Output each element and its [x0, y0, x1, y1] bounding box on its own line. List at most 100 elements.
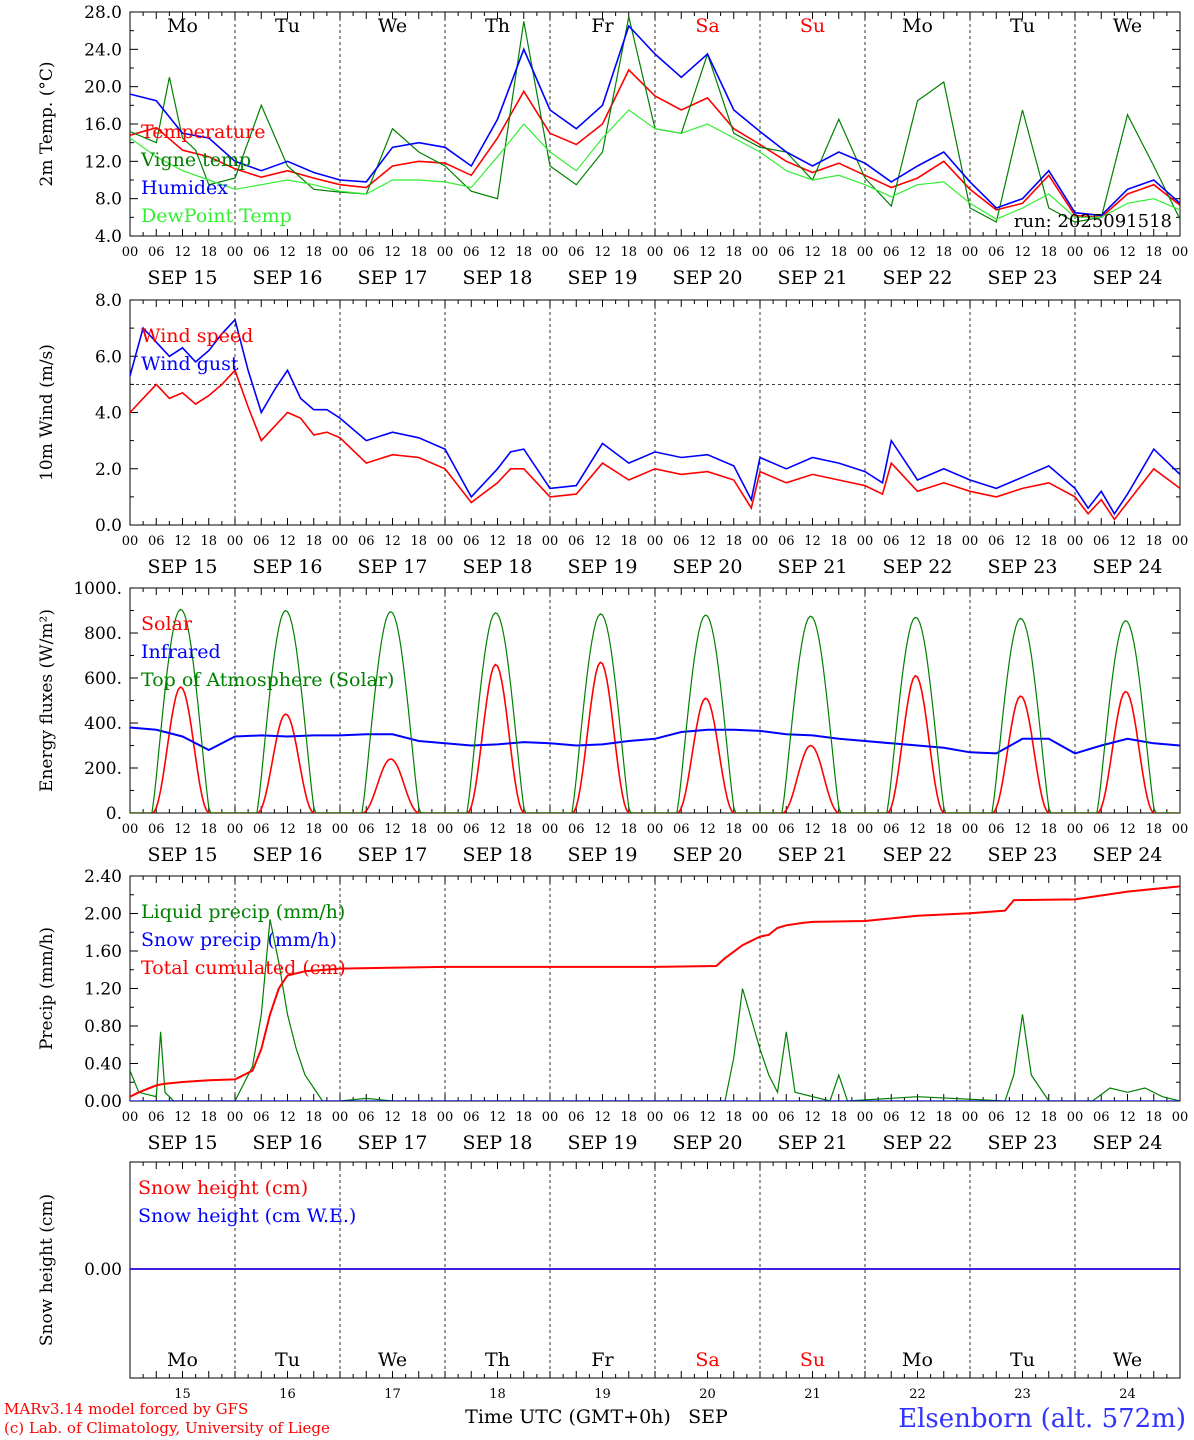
day-name-label: Th — [485, 1349, 510, 1371]
hour-label: 00 — [437, 245, 454, 260]
hour-label: 18 — [620, 245, 637, 260]
hour-label: 00 — [1067, 534, 1084, 549]
hour-label: 12 — [594, 1110, 611, 1125]
y-tick-label: 800. — [84, 624, 122, 644]
hour-label: 12 — [279, 822, 296, 837]
date-label: SEP 17 — [358, 267, 428, 289]
day-name-label: Mo — [167, 1349, 198, 1371]
hour-label: 00 — [542, 534, 559, 549]
date-label: SEP 21 — [778, 556, 848, 578]
date-label: SEP 17 — [358, 556, 428, 578]
hour-label: 06 — [148, 1110, 165, 1125]
day-number-label: 24 — [1119, 1387, 1136, 1402]
hour-label: 18 — [1040, 534, 1057, 549]
series-line-top-of-atmosphere-solar- — [130, 608, 1180, 813]
hour-label: 12 — [1014, 534, 1031, 549]
date-label: SEP 16 — [253, 267, 323, 289]
hour-label: 06 — [1093, 822, 1110, 837]
hour-label: 12 — [489, 245, 506, 260]
date-label: SEP 15 — [148, 556, 218, 578]
hour-label: 06 — [253, 534, 270, 549]
hour-label: 00 — [122, 245, 139, 260]
hour-label: 06 — [463, 1110, 480, 1125]
hour-label: 12 — [279, 245, 296, 260]
y-tick-label: 2.00 — [84, 905, 122, 925]
model-credit: MARv3.14 model forced by GFS — [4, 1400, 249, 1418]
legend-entry: Infrared — [141, 641, 221, 663]
hour-label: 00 — [437, 822, 454, 837]
date-label: SEP 16 — [253, 556, 323, 578]
legend-entry: Total cumulated (cm) — [141, 957, 346, 979]
series-group — [130, 608, 1180, 813]
date-label: SEP 20 — [673, 1132, 743, 1154]
hour-label: 00 — [647, 822, 664, 837]
hour-label: 18 — [515, 245, 532, 260]
y-tick-label: 8.0 — [95, 291, 122, 311]
y-tick-label: 0.40 — [84, 1055, 122, 1075]
hour-label: 18 — [620, 1110, 637, 1125]
y-tick-label: 6.0 — [95, 347, 122, 367]
day-number-label: 20 — [699, 1387, 716, 1402]
month-label: SEP — [688, 1406, 728, 1428]
y-tick-label: 16.0 — [84, 115, 122, 135]
legend-entry: Wind speed — [141, 325, 253, 347]
y-axis-label: 10m Wind (m/s) — [37, 344, 57, 481]
date-label: SEP 19 — [568, 556, 638, 578]
y-tick-label: 0.80 — [84, 1017, 122, 1037]
hour-label: 06 — [358, 822, 375, 837]
day-number-label: 22 — [909, 1387, 926, 1402]
hour-label: 00 — [752, 1110, 769, 1125]
hour-label: 06 — [463, 534, 480, 549]
x-axis-label: Time UTC (GMT+0h) — [465, 1406, 671, 1428]
date-label: SEP 23 — [988, 267, 1058, 289]
hour-label: 12 — [489, 1110, 506, 1125]
hour-label: 06 — [148, 822, 165, 837]
y-tick-label: 0.0 — [95, 516, 122, 536]
hour-label: 06 — [148, 534, 165, 549]
hour-label: 18 — [410, 822, 427, 837]
hour-label: 18 — [1040, 822, 1057, 837]
day-name-label: Mo — [902, 15, 933, 37]
hour-label: 06 — [988, 534, 1005, 549]
hour-label: 06 — [253, 245, 270, 260]
day-name-label: Th — [485, 15, 510, 37]
hour-label: 12 — [1014, 822, 1031, 837]
date-label: SEP 21 — [778, 267, 848, 289]
day-number-label: 15 — [174, 1387, 191, 1402]
hour-label: 12 — [699, 245, 716, 260]
date-label: SEP 21 — [778, 844, 848, 866]
hour-label: 06 — [568, 1110, 585, 1125]
hour-label: 18 — [935, 245, 952, 260]
series-line-wind-speed — [130, 368, 1180, 521]
hour-label: 06 — [673, 534, 690, 549]
day-number-label: 17 — [384, 1387, 401, 1402]
hour-label: 12 — [384, 534, 401, 549]
hour-label: 18 — [725, 1110, 742, 1125]
hour-label: 18 — [200, 1110, 217, 1125]
hour-label: 12 — [384, 245, 401, 260]
hour-label: 18 — [1145, 534, 1162, 549]
series-line-wind-gust — [130, 318, 1180, 516]
date-label: SEP 20 — [673, 267, 743, 289]
date-label: SEP 18 — [463, 1132, 533, 1154]
date-label: SEP 20 — [673, 556, 743, 578]
day-number-label: 19 — [594, 1387, 611, 1402]
hour-label: 12 — [804, 534, 821, 549]
hour-label: 12 — [1014, 245, 1031, 260]
hour-label: 00 — [332, 245, 349, 260]
hour-label: 18 — [620, 534, 637, 549]
hour-label: 12 — [1119, 1110, 1136, 1125]
hour-label: 00 — [1172, 1110, 1189, 1125]
hour-label: 12 — [174, 534, 191, 549]
hour-label: 12 — [1119, 822, 1136, 837]
series-line-dewpoint-temp — [130, 109, 1180, 220]
hour-label: 00 — [647, 245, 664, 260]
hour-label: 06 — [358, 534, 375, 549]
day-name-label: Su — [800, 1349, 825, 1371]
day-name-label: Mo — [167, 15, 198, 37]
hour-label: 18 — [935, 534, 952, 549]
hour-label: 06 — [778, 534, 795, 549]
day-name-label: Tu — [1010, 15, 1035, 37]
hour-label: 00 — [1067, 245, 1084, 260]
hour-label: 06 — [778, 1110, 795, 1125]
